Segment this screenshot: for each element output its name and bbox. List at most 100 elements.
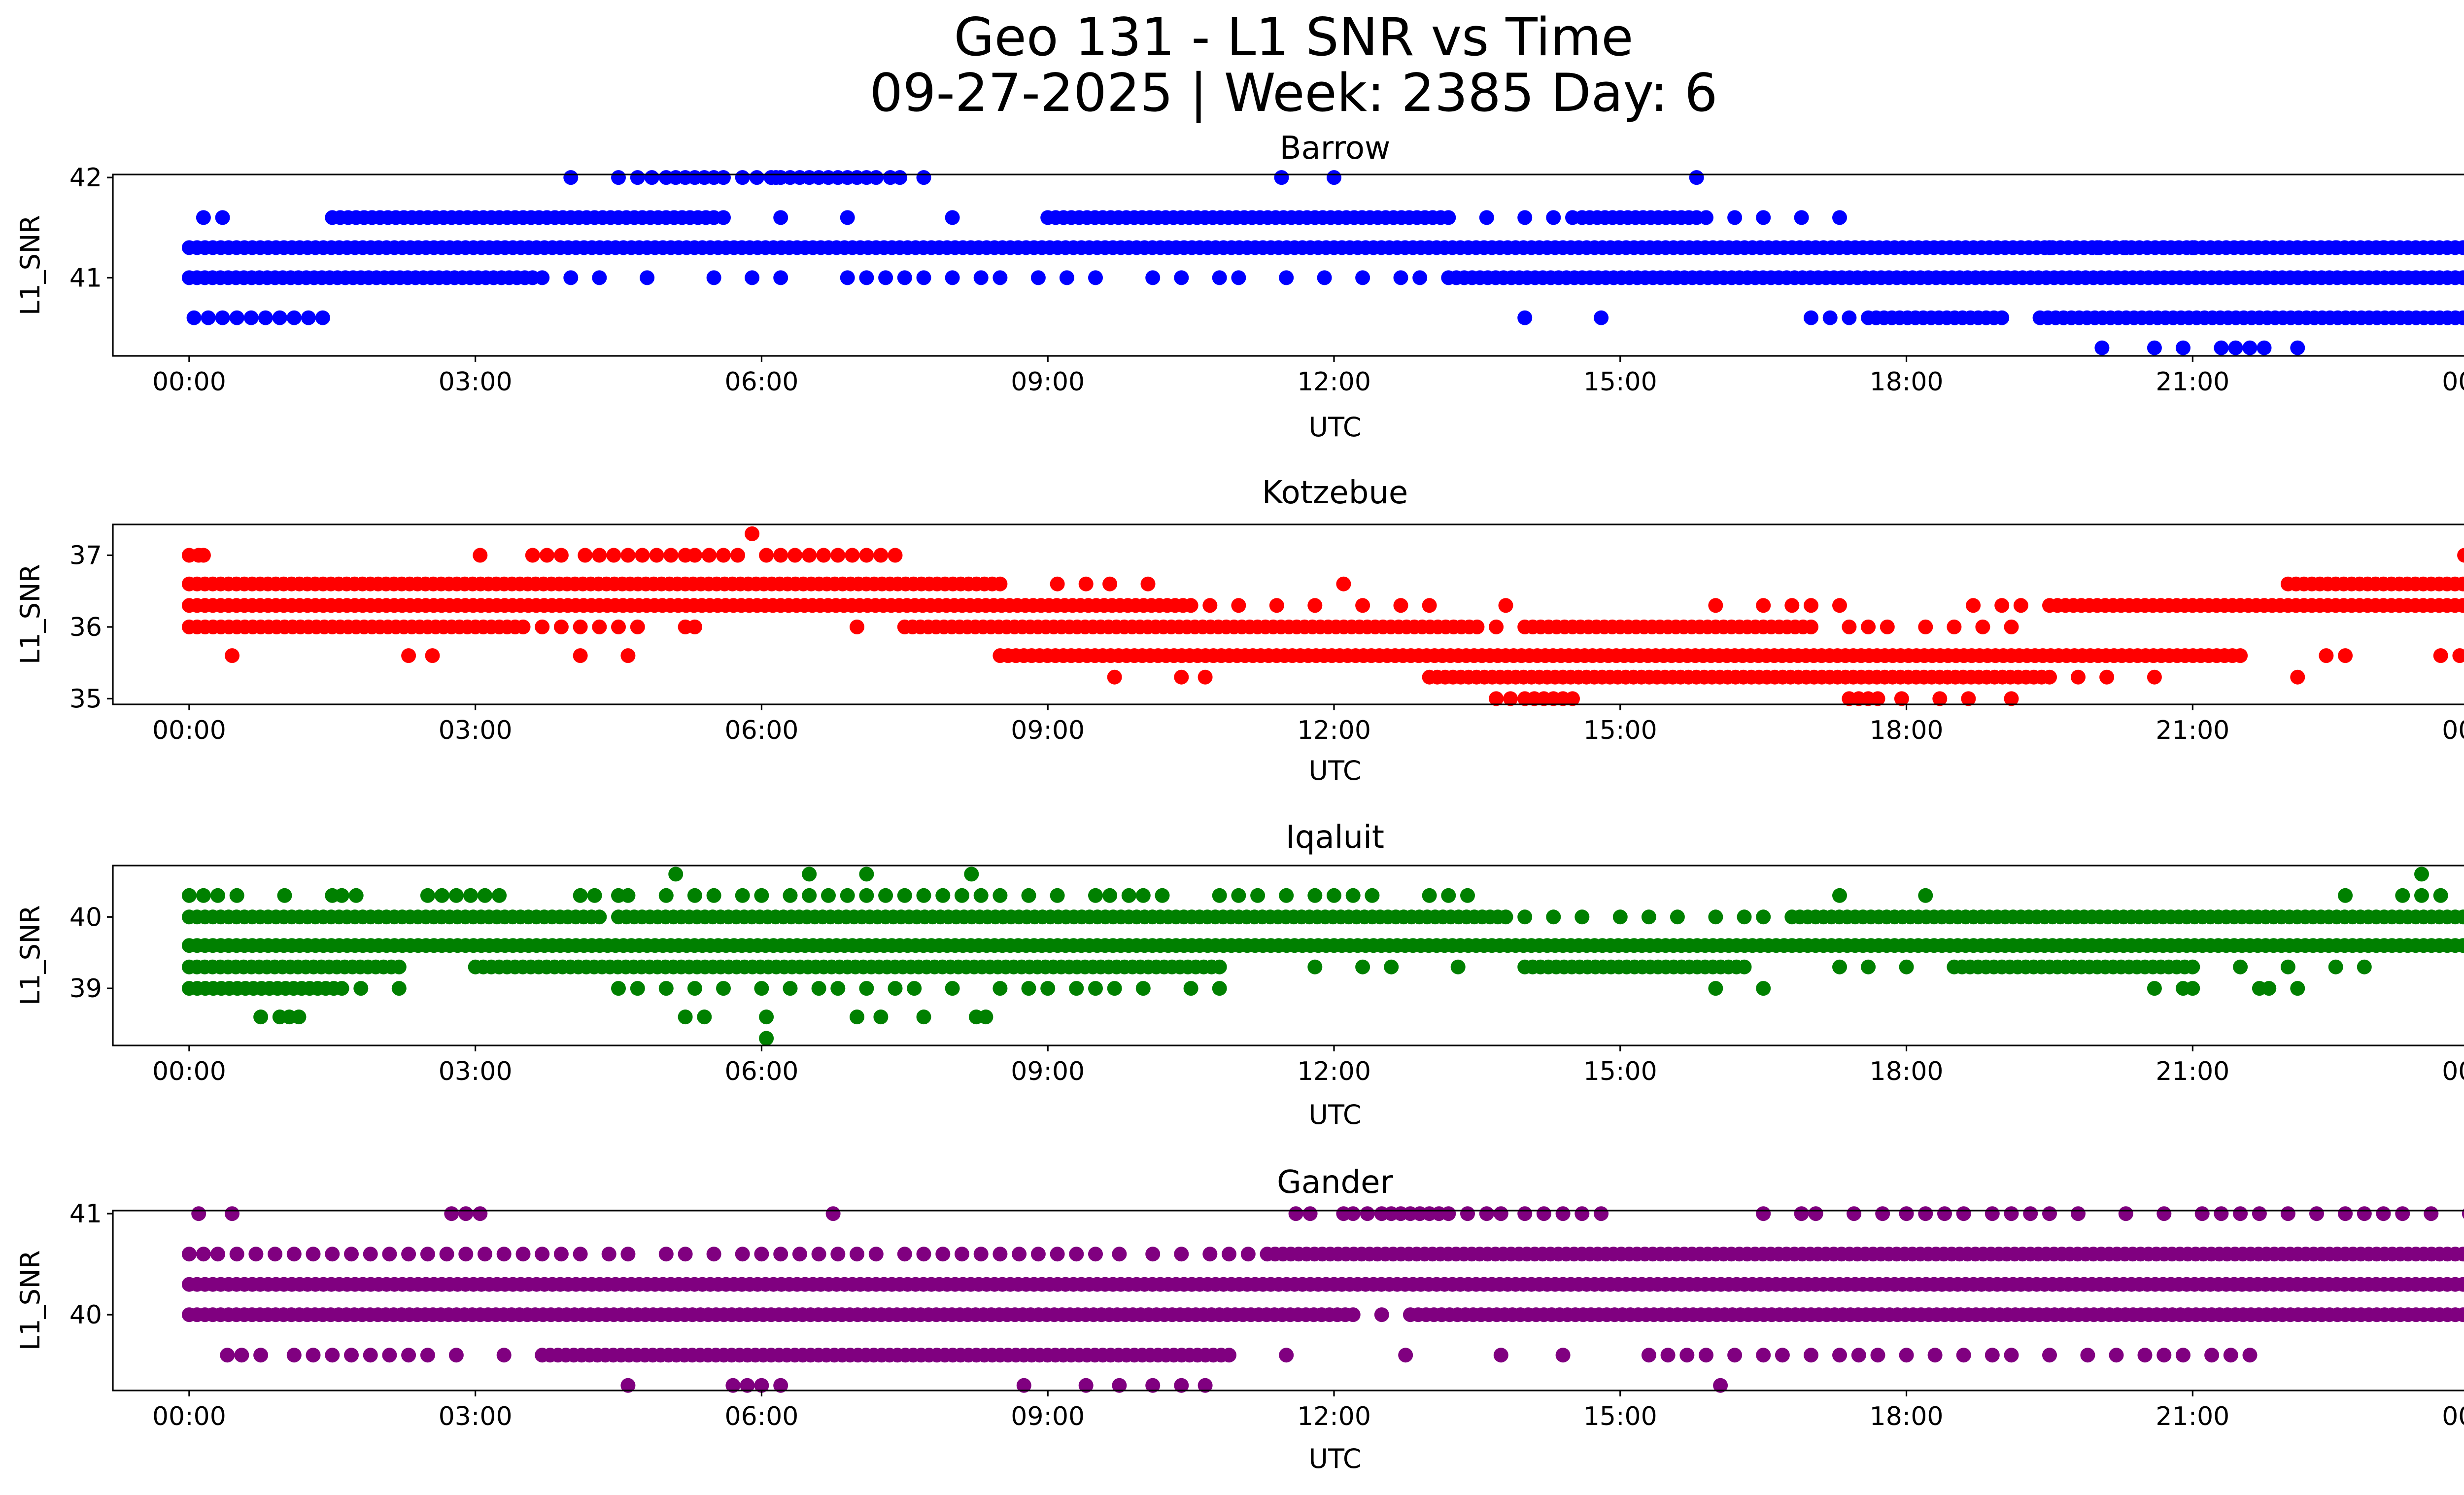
data-point bbox=[563, 170, 579, 185]
data-point bbox=[2242, 1348, 2258, 1363]
y-tick-label: 41 bbox=[69, 263, 102, 293]
data-point bbox=[620, 648, 636, 663]
data-point bbox=[1804, 310, 1818, 325]
data-point bbox=[1240, 1247, 1256, 1262]
data-point bbox=[816, 548, 831, 563]
data-point bbox=[1345, 1206, 1361, 1221]
data-point bbox=[802, 888, 817, 903]
data-point bbox=[663, 548, 679, 563]
data-point bbox=[2456, 909, 2464, 925]
data-point bbox=[1594, 310, 1609, 325]
data-point bbox=[1689, 170, 1704, 185]
data-point bbox=[1050, 576, 1065, 591]
data-point bbox=[1517, 210, 1533, 225]
data-point bbox=[802, 867, 817, 882]
data-point bbox=[859, 888, 874, 903]
data-point bbox=[1327, 170, 1341, 185]
data-point bbox=[945, 210, 960, 225]
data-point bbox=[1784, 598, 1800, 613]
data-point bbox=[2004, 691, 2019, 706]
data-point bbox=[1574, 909, 1590, 925]
data-point bbox=[325, 1247, 340, 1262]
data-point bbox=[620, 548, 636, 563]
x-tick-label: 06:00 bbox=[725, 716, 799, 745]
data-point bbox=[1947, 619, 1962, 634]
data-point bbox=[745, 270, 760, 285]
data-point bbox=[2042, 240, 2057, 255]
data-point bbox=[1822, 310, 1838, 325]
data-point bbox=[2214, 340, 2229, 355]
x-tick-label: 12:00 bbox=[1297, 1402, 1371, 1431]
data-point bbox=[1050, 1247, 1065, 1262]
data-point bbox=[2185, 959, 2200, 974]
data-point bbox=[473, 1206, 488, 1221]
data-point bbox=[210, 1247, 225, 1262]
data-point bbox=[425, 648, 440, 663]
data-point bbox=[1708, 909, 1723, 925]
data-point bbox=[873, 548, 889, 563]
y-tick-label: 35 bbox=[69, 684, 102, 714]
x-tick-label: 18:00 bbox=[1870, 1057, 1944, 1086]
data-point bbox=[2357, 959, 2372, 974]
data-point bbox=[2109, 1348, 2124, 1363]
data-point bbox=[1279, 270, 1294, 285]
data-point bbox=[2080, 1348, 2095, 1363]
x-tick-label: 03:00 bbox=[439, 1057, 513, 1086]
data-point bbox=[830, 1247, 846, 1262]
data-point bbox=[1393, 598, 1408, 613]
data-point bbox=[492, 888, 507, 903]
x-axis: 00:00 03:00 06:00 09:00 12:00 15:00 18:00 21:00… bbox=[152, 704, 2464, 745]
data-point bbox=[1875, 1206, 1890, 1221]
data-point bbox=[210, 888, 225, 903]
data-point bbox=[420, 888, 435, 903]
x-tick-label: 21:00 bbox=[2156, 1057, 2229, 1086]
data-point bbox=[2395, 1206, 2410, 1221]
data-point bbox=[535, 619, 550, 634]
data-point bbox=[234, 1348, 249, 1363]
data-point bbox=[845, 548, 860, 563]
data-point bbox=[2004, 619, 2019, 634]
data-point bbox=[1937, 1206, 1952, 1221]
data-point bbox=[878, 888, 893, 903]
data-point bbox=[745, 526, 760, 541]
data-point bbox=[716, 548, 731, 563]
data-point bbox=[2156, 1206, 2172, 1221]
data-point bbox=[2455, 576, 2464, 591]
data-point bbox=[191, 1206, 206, 1221]
data-point bbox=[2456, 1307, 2464, 1322]
data-point bbox=[1756, 981, 1771, 996]
data-point bbox=[1861, 959, 1876, 974]
data-point bbox=[2042, 1348, 2057, 1363]
data-point bbox=[1565, 210, 1580, 225]
x-tick-label: 03:00 bbox=[439, 367, 513, 397]
data-point bbox=[325, 1348, 340, 1363]
data-point bbox=[1861, 619, 1876, 634]
data-point bbox=[811, 981, 826, 996]
data-point bbox=[272, 310, 287, 325]
data-point bbox=[1565, 691, 1580, 706]
data-point bbox=[1327, 888, 1341, 903]
data-point bbox=[592, 548, 607, 563]
data-point bbox=[2176, 340, 2190, 355]
data-point bbox=[1345, 888, 1361, 903]
data-point bbox=[1460, 888, 1475, 903]
data-point bbox=[687, 888, 702, 903]
data-point bbox=[992, 888, 1008, 903]
data-point bbox=[2290, 340, 2305, 355]
data-point bbox=[1231, 270, 1246, 285]
data-point bbox=[1870, 691, 1885, 706]
data-point bbox=[2194, 1206, 2210, 1221]
data-point bbox=[2185, 981, 2200, 996]
data-point bbox=[716, 981, 731, 996]
data-point bbox=[1804, 1348, 1818, 1363]
x-tick-label: 18:00 bbox=[1870, 716, 1944, 745]
data-point bbox=[2456, 1247, 2464, 1262]
data-point bbox=[2228, 340, 2243, 355]
data-point bbox=[754, 1378, 769, 1393]
data-point bbox=[888, 981, 903, 996]
data-point bbox=[1274, 170, 1289, 185]
data-point bbox=[2099, 669, 2115, 685]
data-point bbox=[850, 619, 864, 634]
y-tick-label: 40 bbox=[69, 1300, 102, 1330]
x-tick-label: 06:00 bbox=[725, 1402, 799, 1431]
